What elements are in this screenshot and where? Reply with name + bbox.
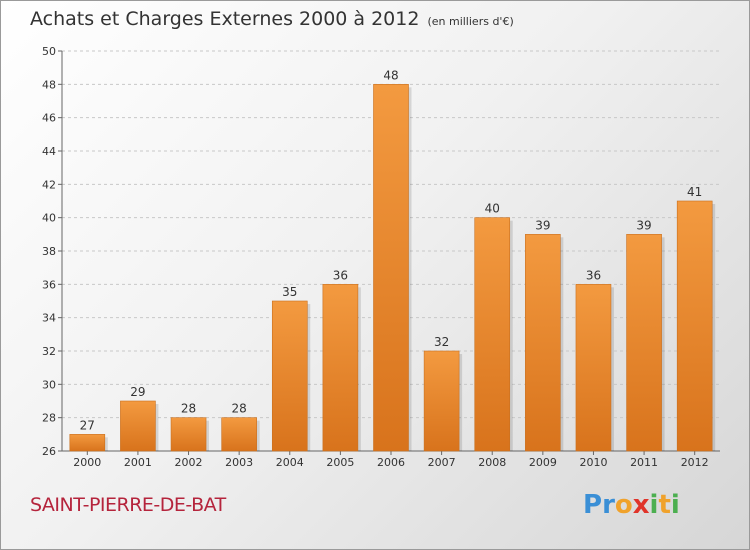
bar: [474, 217, 511, 452]
bar: [525, 234, 561, 452]
x-tick-label: 2005: [326, 456, 354, 469]
bar: [120, 400, 156, 452]
logo-letter: P: [583, 490, 603, 520]
data-label: 27: [80, 418, 95, 432]
x-tick-label: 2011: [630, 456, 658, 469]
x-tick-label: 2000: [73, 456, 101, 469]
data-label: 39: [535, 218, 550, 232]
logo-letter: t: [658, 490, 671, 520]
y-tick-label: 46: [42, 112, 56, 125]
chart-subtitle: (en milliers d'€): [427, 15, 514, 28]
x-tick-label: 2006: [377, 456, 405, 469]
x-tick-label: 2002: [175, 456, 203, 469]
data-label: 41: [687, 185, 702, 199]
y-tick-label: 36: [42, 278, 56, 291]
y-tick-label: 42: [42, 178, 56, 191]
data-label: 40: [485, 202, 500, 216]
bar: [423, 350, 460, 452]
bar: [575, 284, 612, 452]
bar: [271, 300, 308, 452]
proxiti-logo: Proxiti: [583, 490, 680, 520]
x-tick-label: 2003: [225, 456, 253, 469]
y-tick-label: 28: [42, 412, 56, 425]
y-tick-label: 26: [42, 445, 56, 458]
axes: 26 28 30 32 34 36 38 40 42 44 46 48 50 2000 2001 2002 20…: [42, 45, 720, 469]
data-label: 29: [130, 385, 145, 399]
data-label: 36: [586, 268, 601, 282]
x-tick-label: 2007: [428, 456, 456, 469]
bar: [676, 200, 713, 452]
logo-letter: r: [602, 490, 615, 520]
y-tick-label: 32: [42, 345, 56, 358]
x-tick-label: 2008: [478, 456, 506, 469]
x-tick-label: 2010: [579, 456, 607, 469]
x-tick-label: 2001: [124, 456, 152, 469]
y-tick-label: 38: [42, 245, 56, 258]
y-tick-label: 30: [42, 378, 56, 391]
data-label: 48: [383, 68, 398, 82]
y-tick-label: 34: [42, 312, 56, 325]
logo-letter: o: [614, 490, 633, 520]
logo-letter: i: [649, 490, 659, 520]
data-label: 28: [232, 402, 247, 416]
data-label: 32: [434, 335, 449, 349]
x-tick-label: 2009: [529, 456, 557, 469]
bar: [69, 434, 106, 452]
logo-letter: x: [632, 490, 650, 520]
data-label: 35: [282, 285, 297, 299]
bar: [626, 234, 662, 452]
chart-title-text: Achats et Charges Externes 2000 à 2012: [30, 8, 420, 30]
y-tick-label: 50: [42, 45, 56, 58]
x-tick-label: 2004: [276, 456, 304, 469]
data-label: 28: [181, 402, 196, 416]
data-label: 39: [636, 218, 651, 232]
logo-letter: i: [670, 490, 680, 520]
bars: [69, 84, 716, 452]
bar: [221, 417, 257, 452]
place-name: SAINT-PIERRE-DE-BAT: [30, 494, 226, 516]
y-tick-label: 44: [42, 145, 56, 158]
data-labels: 27 29 28 28 35 36 48 32 40 39 36 39 41: [80, 68, 703, 432]
bar: [373, 84, 409, 452]
x-tick-label: 2012: [681, 456, 709, 469]
chart-title: Achats et Charges Externes 2000 à 2012 (e…: [30, 8, 514, 30]
bar: [322, 284, 359, 452]
data-label: 36: [333, 268, 348, 282]
bar: [170, 417, 207, 452]
y-tick-label: 48: [42, 78, 56, 91]
y-tick-label: 40: [42, 212, 56, 225]
